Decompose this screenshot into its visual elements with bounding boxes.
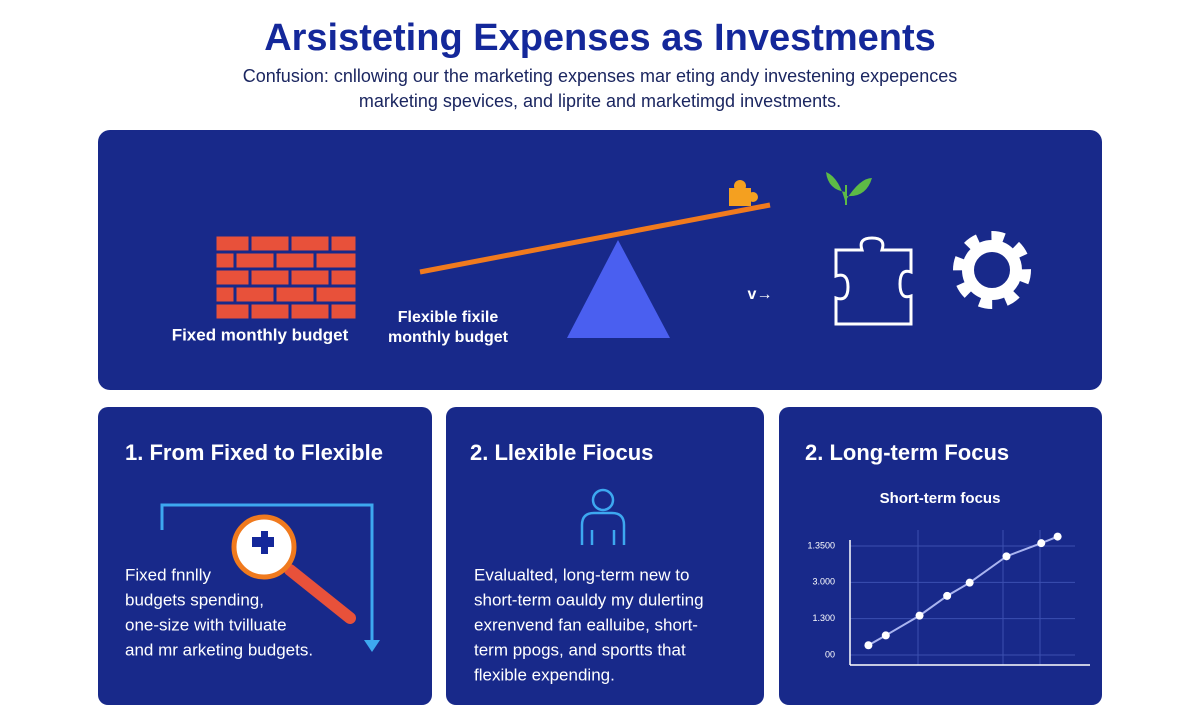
seesaw — [419, 202, 771, 275]
card-body-line: exrenvend fan ealluibe, short- — [474, 615, 698, 634]
card-body-line: term ppogs, and sportts that — [474, 640, 686, 659]
y-tick-label: 1.3500 — [807, 540, 835, 550]
card-body-line: one-size with tvilluate — [125, 615, 287, 634]
point — [1053, 532, 1062, 541]
point — [1037, 539, 1046, 548]
card-body-line: and mr arketing budgets. — [125, 640, 313, 659]
hero-label: Fixed monthly budget — [172, 325, 349, 344]
y-tick-label: 3.000 — [812, 577, 835, 587]
gear — [953, 231, 1031, 309]
point — [943, 591, 952, 600]
card-title: 2. Long-term Focus — [805, 440, 1009, 465]
fulcrum — [567, 240, 670, 338]
card-title: 2. Llexible Fiocus — [470, 440, 653, 465]
card — [446, 407, 764, 705]
puzzle-outline — [834, 236, 913, 326]
puzzle-piece — [729, 180, 758, 206]
subtitle-line: marketing spevices, and liprite and mark… — [359, 91, 841, 111]
point — [965, 578, 974, 587]
point — [881, 631, 890, 640]
subtitle-line: Confusion: cnllowing our the marketing e… — [243, 66, 957, 86]
bracket-arrow — [364, 640, 380, 652]
card-body-line: Evalualted, long-term new to — [474, 565, 689, 584]
hero-label: Flexible fixile — [398, 309, 499, 326]
bracket — [160, 503, 374, 645]
title: Arsisteting Expenses as Investments — [264, 17, 936, 59]
y-tick-label: 1.300 — [812, 613, 835, 623]
point — [915, 611, 924, 620]
line — [867, 535, 1058, 647]
card-title: 1. From Fixed to Flexible — [125, 440, 383, 465]
hero-label: monthly budget — [388, 329, 509, 346]
card — [779, 407, 1102, 705]
arrow-label: v→ — [748, 286, 773, 303]
point — [864, 641, 873, 650]
card-body-line: budgets spending, — [125, 590, 264, 609]
card-body-line: short-term oauldy my dulerting — [474, 590, 704, 609]
person-icon — [580, 488, 626, 545]
y-tick-label: 00 — [825, 649, 835, 659]
leaf — [826, 172, 872, 205]
magnifier — [231, 514, 356, 624]
brick-wall — [213, 233, 359, 322]
chart-title: Short-term focus — [880, 490, 1001, 507]
card-body-line: flexible expending. — [474, 665, 615, 684]
card-body-line: Fixed fnnlly — [125, 565, 211, 584]
point — [1002, 552, 1011, 561]
